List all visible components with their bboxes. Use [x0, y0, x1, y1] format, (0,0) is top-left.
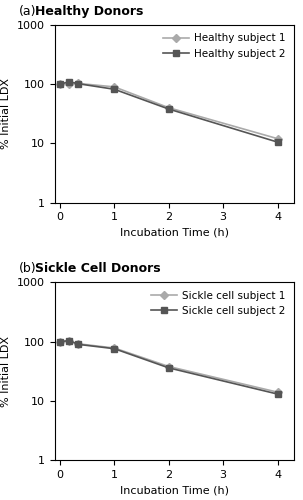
- Healthy subject 2: [76, 80, 80, 86]
- Healthy subject 1: [167, 104, 171, 110]
- Y-axis label: % Initial LDX: % Initial LDX: [1, 78, 11, 150]
- X-axis label: Incubation Time (h): Incubation Time (h): [120, 486, 229, 496]
- Sickle cell subject 1: [67, 338, 71, 344]
- Sickle cell subject 2: [113, 346, 116, 352]
- Sickle cell subject 2: [167, 365, 171, 371]
- Y-axis label: % Initial LDX: % Initial LDX: [1, 336, 11, 406]
- Healthy subject 1: [113, 84, 116, 90]
- Healthy subject 1: [276, 136, 279, 141]
- Text: Healthy Donors: Healthy Donors: [35, 5, 144, 18]
- Healthy subject 2: [167, 106, 171, 112]
- Text: Sickle Cell Donors: Sickle Cell Donors: [35, 262, 161, 276]
- Healthy subject 1: [58, 81, 62, 87]
- Sickle cell subject 1: [58, 338, 62, 344]
- Healthy subject 1: [76, 80, 80, 86]
- Line: Healthy subject 2: Healthy subject 2: [57, 79, 280, 145]
- Healthy subject 2: [58, 81, 62, 87]
- Sickle cell subject 2: [67, 338, 71, 344]
- Sickle cell subject 2: [76, 342, 80, 347]
- Legend: Healthy subject 1, Healthy subject 2: Healthy subject 1, Healthy subject 2: [160, 30, 289, 62]
- Legend: Sickle cell subject 1, Sickle cell subject 2: Sickle cell subject 1, Sickle cell subje…: [148, 288, 289, 319]
- Healthy subject 2: [276, 139, 279, 145]
- Healthy subject 2: [67, 78, 71, 84]
- Sickle cell subject 1: [76, 341, 80, 347]
- Sickle cell subject 1: [276, 389, 279, 395]
- Sickle cell subject 1: [113, 345, 116, 351]
- X-axis label: Incubation Time (h): Incubation Time (h): [120, 228, 229, 238]
- Text: (a): (a): [19, 5, 36, 18]
- Healthy subject 1: [67, 81, 71, 87]
- Healthy subject 2: [113, 86, 116, 92]
- Line: Healthy subject 1: Healthy subject 1: [57, 80, 280, 142]
- Line: Sickle cell subject 2: Sickle cell subject 2: [57, 338, 280, 397]
- Sickle cell subject 2: [276, 391, 279, 397]
- Sickle cell subject 2: [58, 338, 62, 344]
- Text: (b): (b): [19, 262, 36, 276]
- Sickle cell subject 1: [167, 364, 171, 370]
- Line: Sickle cell subject 1: Sickle cell subject 1: [57, 338, 280, 395]
